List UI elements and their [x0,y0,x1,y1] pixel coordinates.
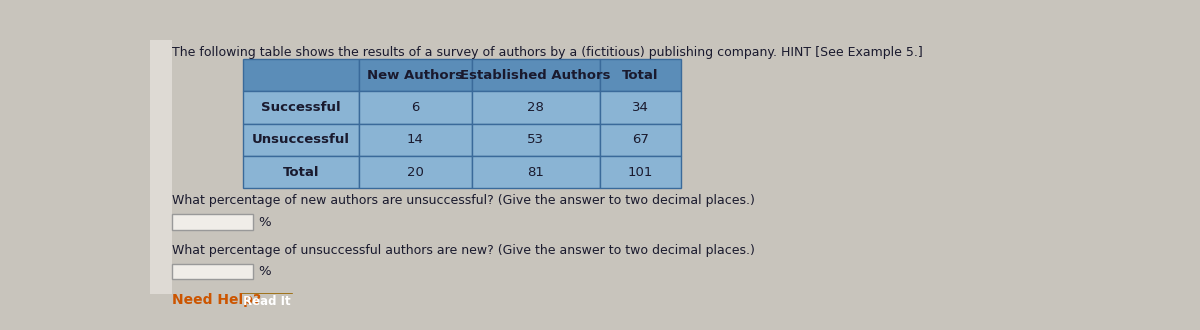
Text: New Authors: New Authors [367,69,463,82]
Bar [242,156,359,188]
Text: Total: Total [622,69,659,82]
Bar [600,123,680,156]
Bar [172,214,253,230]
Bar [359,59,472,91]
Bar [472,123,600,156]
Text: Total: Total [283,166,319,179]
Text: Read It: Read It [242,295,290,308]
Text: 6: 6 [412,101,420,114]
Text: What percentage of unsuccessful authors are new? (Give the answer to two decimal: What percentage of unsuccessful authors … [172,244,755,257]
Text: Need Help?: Need Help? [172,293,260,307]
Text: Unsuccessful: Unsuccessful [252,133,350,146]
Bar [359,156,472,188]
Text: 81: 81 [527,166,544,179]
Text: %: % [258,265,271,278]
Bar [600,156,680,188]
Bar [242,59,359,91]
Bar [359,123,472,156]
Bar [600,91,680,123]
Text: Established Authors: Established Authors [461,69,611,82]
Bar [242,123,359,156]
Text: The following table shows the results of a survey of authors by a (fictitious) p: The following table shows the results of… [172,46,923,59]
Text: Successful: Successful [262,101,341,114]
Text: 34: 34 [631,101,649,114]
Bar [359,91,472,123]
Bar [472,91,600,123]
Text: 101: 101 [628,166,653,179]
Text: 14: 14 [407,133,424,146]
Bar [242,91,359,123]
Text: 67: 67 [631,133,649,146]
Text: 53: 53 [527,133,544,146]
Bar [472,156,600,188]
Text: %: % [258,215,271,229]
Bar [172,264,253,279]
Text: 28: 28 [527,101,544,114]
Bar [472,59,600,91]
Text: 20: 20 [407,166,424,179]
Bar [600,59,680,91]
Text: What percentage of new authors are unsuccessful? (Give the answer to two decimal: What percentage of new authors are unsuc… [172,194,755,207]
Bar [150,40,172,294]
Bar [241,294,292,309]
